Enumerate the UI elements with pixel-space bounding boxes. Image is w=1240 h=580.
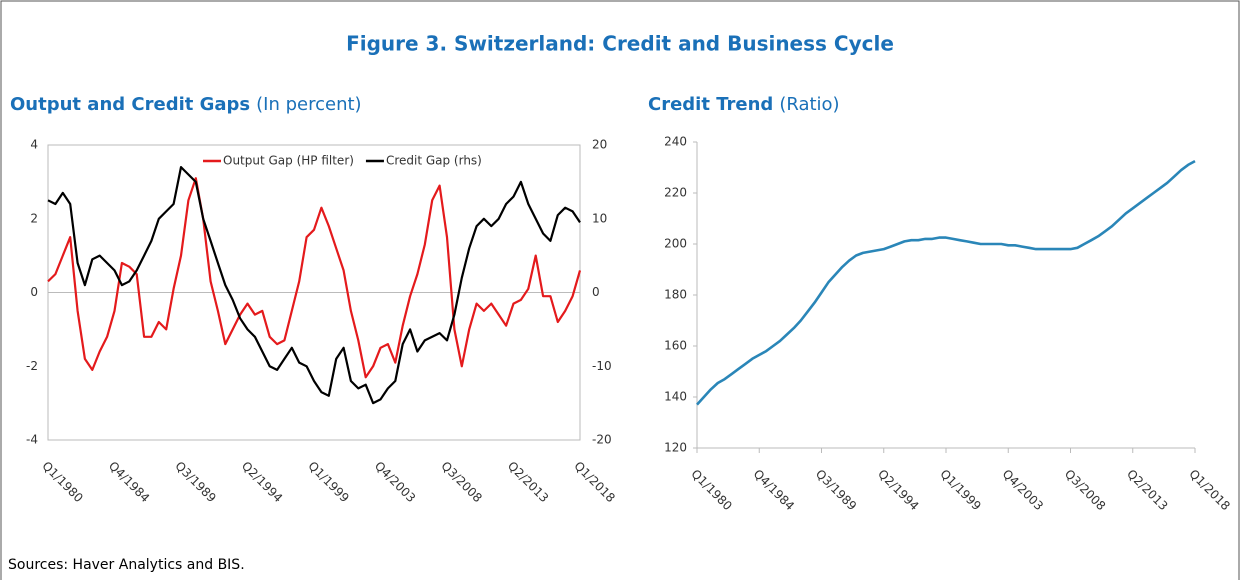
chart-title: Output and Credit Gaps bbox=[10, 94, 250, 115]
x-tick-label: Q4/1984 bbox=[106, 459, 152, 505]
chart-subtitle: (Ratio) bbox=[779, 94, 839, 115]
y-tick-label: 2 bbox=[30, 211, 38, 225]
legend-label: Credit Gap (rhs) bbox=[386, 154, 482, 168]
series-line bbox=[47, 166, 581, 405]
source-note: Sources: Haver Analytics and BIS. bbox=[8, 557, 245, 573]
x-tick-label: Q3/2008 bbox=[1062, 467, 1108, 513]
legend-label: Output Gap (HP filter) bbox=[223, 154, 354, 168]
y-tick-label: 200 bbox=[664, 237, 687, 251]
chart-heading: Credit Trend (Ratio) bbox=[648, 94, 840, 115]
x-tick-label: Q2/1994 bbox=[239, 459, 285, 505]
x-tick-label: Q4/2003 bbox=[372, 459, 418, 505]
x-tick-label: Q1/1999 bbox=[305, 459, 351, 505]
series-line bbox=[696, 159, 1196, 406]
x-tick-label: Q1/1999 bbox=[937, 467, 983, 513]
series-line bbox=[47, 177, 582, 379]
y-tick-label: -2 bbox=[26, 359, 38, 373]
chart-title: Credit Trend bbox=[648, 94, 773, 115]
x-tick-label: Q3/1989 bbox=[813, 467, 859, 513]
y2-tick-label: 20 bbox=[592, 138, 607, 152]
x-tick-label: Q1/1980 bbox=[39, 459, 85, 505]
y2-tick-label: -10 bbox=[592, 359, 612, 373]
y-tick-label: 180 bbox=[664, 288, 687, 302]
y-tick-label: -4 bbox=[26, 433, 38, 447]
x-tick-label: Q1/1980 bbox=[688, 467, 734, 513]
chart-heading: Output and Credit Gaps (In percent) bbox=[10, 94, 362, 115]
y2-tick-label: -20 bbox=[592, 433, 612, 447]
y-tick-label: 220 bbox=[664, 186, 687, 200]
x-tick-label: Q2/2013 bbox=[505, 459, 551, 505]
x-tick-label: Q3/1989 bbox=[172, 459, 218, 505]
x-tick-label: Q3/2008 bbox=[438, 459, 484, 505]
y-tick-label: 140 bbox=[664, 390, 687, 404]
y-tick-label: 160 bbox=[664, 339, 687, 353]
y2-tick-label: 0 bbox=[592, 285, 600, 299]
y-tick-label: 120 bbox=[664, 441, 687, 455]
y-tick-label: 4 bbox=[30, 138, 38, 152]
y-tick-label: 0 bbox=[30, 285, 38, 299]
x-tick-label: Q2/2013 bbox=[1124, 467, 1170, 513]
x-tick-label: Q4/1984 bbox=[751, 467, 797, 513]
chart-subtitle: (In percent) bbox=[256, 94, 361, 115]
x-tick-label: Q4/2003 bbox=[1000, 467, 1046, 513]
y-tick-label: 240 bbox=[664, 135, 687, 149]
y2-tick-label: 10 bbox=[592, 211, 607, 225]
x-tick-label: Q2/1994 bbox=[875, 467, 921, 513]
figure-title: Figure 3. Switzerland: Credit and Busine… bbox=[346, 32, 894, 56]
x-tick-label: Q1/2018 bbox=[571, 459, 617, 505]
x-tick-label: Q1/2018 bbox=[1186, 467, 1232, 513]
